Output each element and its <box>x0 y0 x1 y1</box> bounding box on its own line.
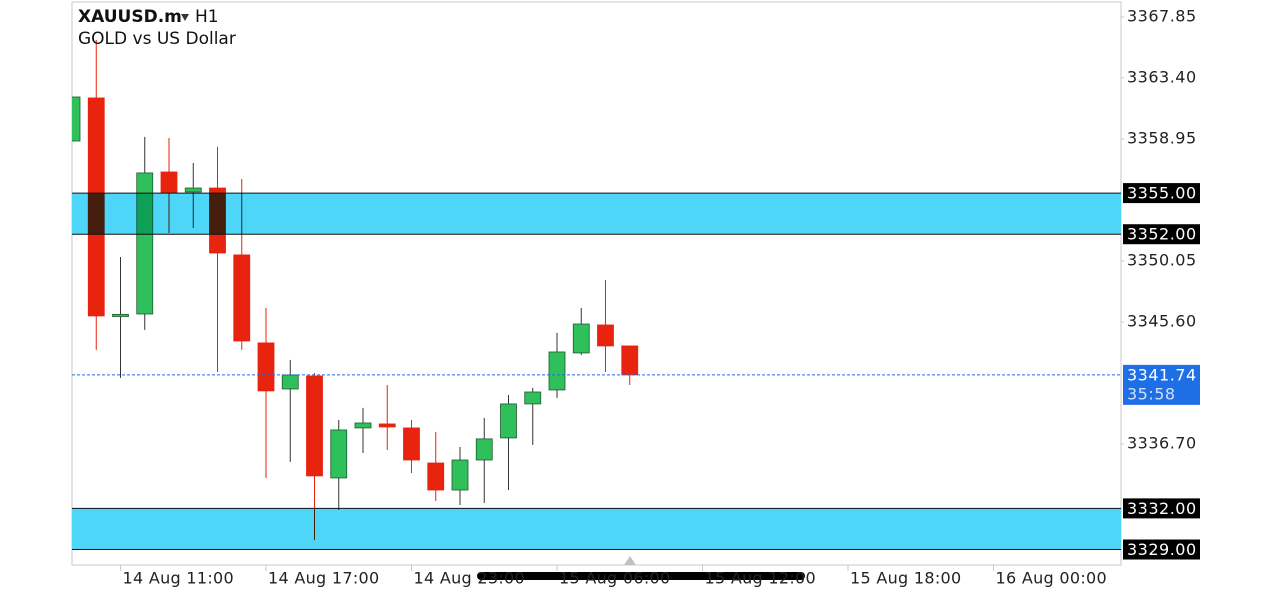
y-tick-label: 3350.05 <box>1127 250 1197 269</box>
candle-body <box>281 374 299 390</box>
candle-body <box>572 323 590 354</box>
candle-body <box>621 345 639 376</box>
x-tick-label: 15 Aug 06:00 <box>559 569 670 588</box>
candle-body <box>330 429 348 479</box>
candle-body <box>112 314 129 317</box>
candle-body <box>524 391 542 405</box>
plot-frame <box>71 1 1122 566</box>
current-price-label: 3341.74 <box>1127 365 1197 384</box>
candle-body <box>233 254 251 342</box>
y-tick-label: 3345.60 <box>1127 311 1197 330</box>
zone-label-box <box>1123 498 1200 519</box>
x-tick-label: 14 Aug 11:00 <box>123 569 234 588</box>
countdown: 35:58 <box>1127 384 1176 403</box>
zone-label-box <box>1123 183 1200 204</box>
zone-label: 3355.00 <box>1127 184 1197 203</box>
candle-body <box>160 171 178 194</box>
x-tick-label: 15 Aug 18:00 <box>850 569 961 588</box>
candle-body <box>451 459 469 491</box>
symbol-dropdown[interactable] <box>181 14 189 21</box>
x-tick-label: 14 Aug 23:00 <box>414 569 525 588</box>
candle-body <box>257 342 275 392</box>
y-tick-label: 3363.40 <box>1127 67 1197 86</box>
candle-body <box>403 427 420 461</box>
y-tick-label: 3336.70 <box>1127 433 1197 452</box>
current-price-box <box>1123 364 1200 405</box>
x-tick-label: 14 Aug 17:00 <box>268 569 379 588</box>
candle-body <box>354 422 372 429</box>
zone <box>72 508 1121 550</box>
zone <box>72 193 1121 235</box>
symbol[interactable]: XAUUSD.m <box>78 7 182 27</box>
y-tick-label: 3367.85 <box>1127 6 1197 25</box>
candle-body <box>72 96 81 142</box>
x-tick-label: 16 Aug 00:00 <box>996 569 1107 588</box>
timeframe[interactable]: H1 <box>195 7 219 27</box>
zone-label: 3332.00 <box>1127 499 1197 518</box>
x-tick-label: 15 Aug 12:00 <box>705 569 816 588</box>
candle-body <box>548 351 566 391</box>
chart-title: GOLD vs US Dollar <box>78 29 236 49</box>
candle-body <box>306 375 323 477</box>
zone-label: 3329.00 <box>1127 540 1197 559</box>
candle-body <box>500 403 517 439</box>
candle-body <box>378 423 396 428</box>
candle-body <box>475 438 493 461</box>
home-indicator[interactable] <box>477 572 805 580</box>
plot-area <box>72 39 1121 551</box>
candle-body <box>597 324 614 347</box>
scroll-marker[interactable] <box>624 556 636 565</box>
y-tick-label: 3358.95 <box>1127 128 1197 147</box>
zone-label: 3352.00 <box>1127 225 1197 244</box>
candle-body <box>427 462 445 491</box>
zone-label-box <box>1123 224 1200 245</box>
candle-body <box>184 187 202 193</box>
zone-label-box <box>1123 539 1200 560</box>
